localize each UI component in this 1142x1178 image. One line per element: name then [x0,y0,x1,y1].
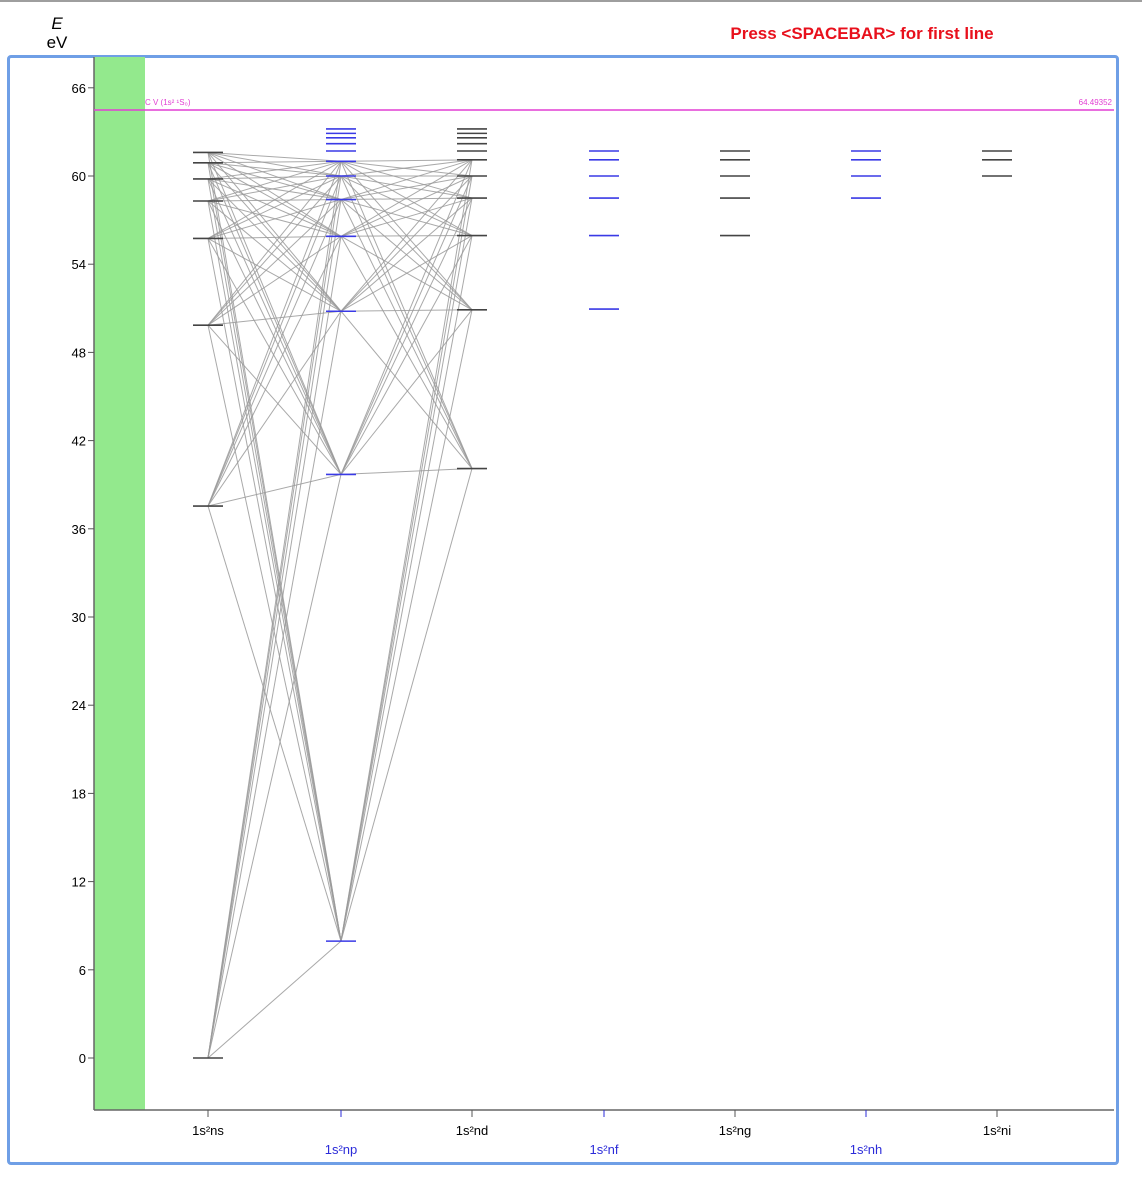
transition-line [340,199,473,311]
transition-line [207,200,342,942]
y-tick-label: 18 [72,786,86,801]
transition-line [207,175,342,326]
transition-line [340,310,473,469]
transition-line [340,159,473,942]
transition-line [207,152,342,942]
transition-line [207,474,342,1059]
transition-line [207,236,342,507]
transition-line [207,235,342,326]
transition-line [340,160,473,199]
transition-line [207,178,342,312]
transition-line [340,468,473,942]
transition-line [340,161,473,469]
transition-line [340,309,473,475]
transition-line [340,199,473,237]
transition-line [340,175,473,201]
column-label: 1s²nf [590,1142,619,1157]
column-label: 1s²ni [983,1123,1011,1138]
column-label: 1s²nh [850,1142,883,1157]
transition-line [340,309,473,942]
transition-line [207,175,342,507]
y-tick-label: 60 [72,169,86,184]
column-label: 1s²ng [719,1123,752,1138]
transition-line [207,162,342,201]
y-tick-label: 48 [72,345,86,360]
y-tick-label: 42 [72,434,86,449]
energy-band [94,57,145,1110]
energy-axis-title: E eV [40,14,74,52]
transition-line [207,152,342,312]
transition-line [207,236,342,1059]
transition-line [340,160,473,177]
transition-line [207,325,342,942]
y-tick-label: 12 [72,875,86,890]
ionization-value: 64.49352 [1079,98,1113,107]
column-label: 1s²np [325,1142,358,1157]
y-tick-label: 30 [72,610,86,625]
transition-line [207,178,342,201]
spacebar-hint: Press <SPACEBAR> for first line [730,24,994,43]
transition-line [207,161,342,507]
transition-line [340,159,473,162]
transition-line [207,162,342,237]
y-tick-label: 66 [72,81,86,96]
transition-line [207,505,342,942]
transition-line [207,178,342,237]
transition-line [207,162,342,312]
transition-line [340,468,473,475]
transition-line [207,162,342,475]
transition-line [340,175,473,311]
transition-line [207,238,342,942]
y-tick-label: 54 [72,257,86,272]
transition-line [207,238,342,475]
transition-line [207,238,342,312]
transition-line [340,235,473,475]
y-tick-label: 36 [72,522,86,537]
transition-line [207,152,342,237]
transition-line [207,152,342,475]
transition-line [207,940,342,1059]
energy-symbol: E [51,14,63,33]
transition-line [207,151,342,162]
column-label: 1s²ns [192,1123,224,1138]
transition-line [207,162,342,177]
transition-line [340,175,473,469]
transition-line [340,235,473,942]
transition-line [207,473,342,507]
transition-line [207,151,342,177]
energy-unit: eV [46,33,68,52]
transition-line [340,175,473,199]
transitions [207,151,473,1059]
transition-line [207,178,342,475]
transition-line [207,324,342,475]
transition-line [340,197,473,942]
top-rule [0,0,1142,2]
column-label: 1s²nd [456,1123,489,1138]
y-tick-label: 6 [79,963,86,978]
transition-line [207,200,342,475]
transition-line [207,160,342,180]
transition-line [207,200,342,312]
transition-line [340,160,473,236]
transition-line [340,309,473,312]
transition-line [340,236,473,469]
ionization-label: C V (1s² ¹S₀) [145,98,191,107]
transition-line [207,160,342,164]
transition-line [207,310,342,507]
transition-line [207,175,342,202]
diagram-frame [7,55,1119,1165]
transition-line [340,197,473,475]
transition-line [340,199,473,469]
transition-line [207,152,342,200]
transition-line [340,160,473,311]
transition-line [340,159,473,475]
transition-line [207,199,342,1059]
y-tick-label: 0 [79,1051,86,1066]
transition-line [207,160,342,326]
transition-line [207,311,342,1059]
transition-line [340,235,473,311]
y-tick-label: 24 [72,698,86,713]
transition-line [207,161,342,1059]
